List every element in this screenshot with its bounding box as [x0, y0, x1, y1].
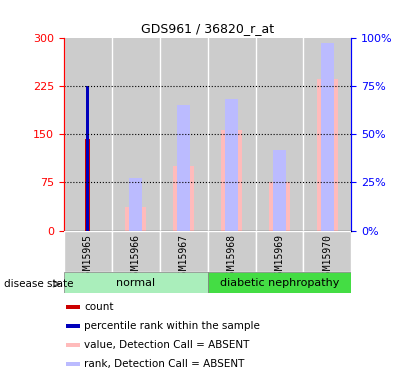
Bar [225, 99, 238, 231]
Bar [256, 38, 303, 231]
Bar [273, 150, 286, 231]
Bar [125, 207, 146, 231]
Text: GSM15968: GSM15968 [226, 234, 236, 281]
Bar [64, 38, 112, 231]
Text: disease state: disease state [4, 279, 74, 289]
Text: GSM15967: GSM15967 [179, 234, 189, 281]
Bar [112, 38, 159, 231]
Bar [86, 86, 89, 231]
Text: percentile rank within the sample: percentile rank within the sample [84, 321, 260, 331]
Text: diabetic nephropathy: diabetic nephropathy [220, 278, 339, 288]
Bar [64, 231, 112, 272]
Text: GSM15970: GSM15970 [323, 234, 332, 281]
Bar [256, 231, 303, 272]
Text: count: count [84, 302, 114, 312]
Bar [159, 38, 208, 231]
Bar [67, 362, 80, 366]
Bar [85, 139, 90, 231]
Text: GSM15969: GSM15969 [275, 234, 284, 281]
Bar [269, 182, 290, 231]
Bar [316, 80, 338, 231]
Bar [67, 343, 80, 347]
Bar [208, 231, 256, 272]
Bar [173, 166, 194, 231]
Bar [159, 231, 208, 272]
Bar [321, 43, 334, 231]
Bar [112, 231, 159, 272]
Text: value, Detection Call = ABSENT: value, Detection Call = ABSENT [84, 340, 250, 350]
Text: rank, Detection Call = ABSENT: rank, Detection Call = ABSENT [84, 359, 245, 369]
Bar [208, 38, 256, 231]
Text: GSM15965: GSM15965 [83, 234, 92, 281]
Bar [129, 178, 142, 231]
Bar [64, 272, 208, 293]
Text: GSM15966: GSM15966 [131, 234, 141, 281]
Title: GDS961 / 36820_r_at: GDS961 / 36820_r_at [141, 22, 274, 35]
Bar [303, 231, 351, 272]
Bar [177, 105, 190, 231]
Bar [303, 38, 351, 231]
Bar [67, 305, 80, 309]
Bar [67, 324, 80, 328]
Bar [221, 129, 242, 231]
Text: normal: normal [116, 278, 155, 288]
Bar [208, 272, 351, 293]
